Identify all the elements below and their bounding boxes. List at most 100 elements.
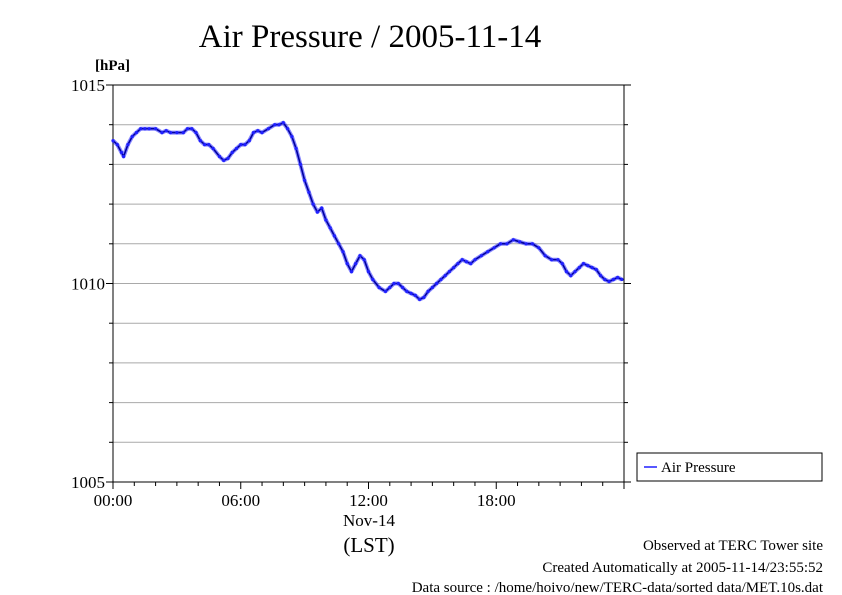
data-point [115, 143, 119, 147]
data-point [396, 281, 400, 286]
data-point [243, 143, 247, 147]
data-point [298, 162, 302, 166]
x-tick-label: 12:00 [349, 491, 388, 510]
data-point [439, 277, 443, 282]
data-point [164, 129, 168, 133]
legend: Air Pressure [636, 452, 823, 482]
data-point [320, 206, 324, 210]
y-tick-label: 1010 [71, 275, 105, 294]
data-point [537, 246, 541, 250]
data-point [524, 242, 528, 246]
data-point [392, 281, 396, 286]
data-point [498, 242, 503, 246]
data-point [234, 146, 239, 151]
data-point [452, 266, 456, 270]
data-point [130, 135, 134, 139]
data-point [311, 202, 315, 206]
data-point [388, 285, 392, 290]
y-tick-label: 1005 [71, 473, 105, 492]
data-point [556, 258, 560, 262]
data-point [119, 150, 124, 155]
data-point [409, 291, 413, 295]
x-tick-label: 06:00 [221, 491, 260, 510]
data-point [511, 238, 515, 242]
data-point [569, 274, 573, 278]
grid-lines [113, 124, 624, 443]
data-point [345, 262, 349, 266]
data-point [599, 274, 603, 278]
y-axis-unit-label: [hPa] [95, 58, 130, 74]
data-point [341, 250, 345, 254]
data-point [147, 127, 151, 131]
data-point [230, 150, 234, 155]
data-point [154, 127, 158, 131]
series-layer [111, 120, 624, 302]
data-point [266, 127, 270, 131]
data-point [435, 281, 439, 286]
x-axis-label: (LST) [343, 533, 394, 557]
data-point [573, 270, 577, 274]
data-point [479, 254, 483, 258]
y-axis: 1005 1010 1015 [71, 76, 631, 492]
data-point [607, 279, 611, 284]
data-point [447, 270, 451, 274]
data-point [564, 270, 569, 274]
data-point [175, 131, 179, 135]
data-point [401, 285, 405, 290]
x-date-label: Nov-14 [343, 511, 395, 530]
data-point [239, 143, 243, 147]
data-point [560, 262, 564, 266]
data-point [294, 146, 298, 151]
data-point [211, 146, 215, 151]
data-point [464, 260, 468, 264]
data-point [460, 258, 464, 262]
data-point [443, 274, 447, 278]
data-point [290, 135, 294, 139]
data-point [194, 131, 198, 135]
series-band [111, 120, 623, 302]
data-point [168, 131, 173, 135]
data-point [251, 131, 256, 135]
data-point [405, 289, 409, 293]
data-point [492, 246, 496, 250]
data-point [226, 156, 230, 160]
data-point [366, 270, 371, 274]
data-point [203, 143, 207, 147]
data-point [139, 127, 143, 131]
data-point [122, 154, 126, 159]
data-point [581, 262, 586, 266]
data-point [260, 131, 264, 135]
data-point [620, 277, 624, 282]
data-point [307, 190, 311, 194]
data-point [332, 234, 336, 238]
data-point [422, 295, 426, 299]
data-point [277, 123, 281, 127]
x-axis: 00:00 06:00 12:00 18:00 [94, 482, 625, 510]
data-point [349, 270, 354, 274]
data-point [456, 262, 460, 266]
footer-source: Data source : /home/hoivo/new/TERC-data/… [412, 580, 824, 595]
legend-box [636, 452, 823, 482]
y-tick-label: 1015 [71, 76, 105, 95]
x-tick-label: 00:00 [94, 491, 133, 510]
data-point [611, 277, 616, 282]
data-point [181, 131, 185, 135]
data-point [354, 262, 358, 266]
data-point [256, 129, 260, 133]
data-point [505, 242, 509, 246]
data-point [383, 289, 388, 293]
data-point [198, 139, 202, 143]
data-point [358, 254, 362, 258]
data-point [473, 258, 477, 262]
chart-title: Air Pressure / 2005-11-14 [199, 19, 541, 55]
data-point [543, 254, 547, 258]
data-point [247, 139, 251, 143]
data-point [337, 242, 341, 246]
data-point [586, 264, 590, 268]
data-point [590, 266, 594, 270]
data-point [111, 139, 115, 143]
data-point [594, 268, 598, 272]
data-point [430, 285, 434, 290]
data-point [530, 242, 535, 246]
data-point [207, 143, 211, 147]
